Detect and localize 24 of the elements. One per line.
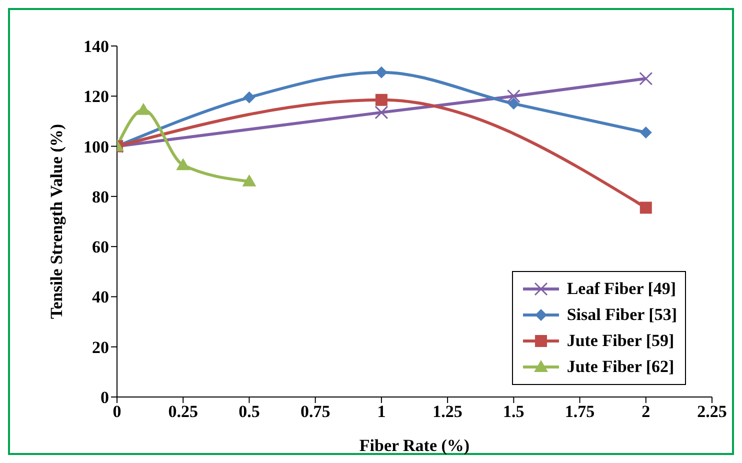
y-tick-label: 100 [84, 137, 109, 156]
x-tick-label: 0.25 [168, 402, 198, 422]
y-tick-label: 80 [92, 187, 109, 206]
x-tick-label: 1 [377, 402, 386, 422]
x-tick-label: 2 [642, 402, 650, 422]
y-tick-label: 0 [100, 388, 109, 408]
y-tick-label: 140 [84, 37, 109, 56]
x-tick-label: 1.5 [503, 402, 524, 422]
y-tick-label: 60 [92, 238, 109, 257]
legend-label: Jute Fiber [59] [566, 331, 674, 351]
y-tick-label: 120 [84, 87, 109, 106]
x-tick-label: 1.75 [564, 402, 595, 422]
x-tick-label: 0 [112, 402, 122, 422]
y-tick-label: 40 [92, 288, 109, 307]
y-tick-label: 20 [92, 338, 109, 357]
x-tick-label: 1.25 [432, 402, 462, 422]
x-tick-label: 0.75 [300, 402, 330, 422]
x-axis-title: Fiber Rate (%) [359, 436, 470, 455]
legend-label: Jute Fiber [62] [566, 357, 674, 377]
legend-label: Sisal Fiber [53] [566, 305, 677, 325]
x-tick-label: 2.25 [697, 402, 727, 422]
x-tick-label: 0.5 [238, 402, 260, 422]
y-axis-title: Tensile Strength Value (%) [47, 124, 66, 320]
legend-label: Leaf Fiber [49] [566, 279, 676, 299]
